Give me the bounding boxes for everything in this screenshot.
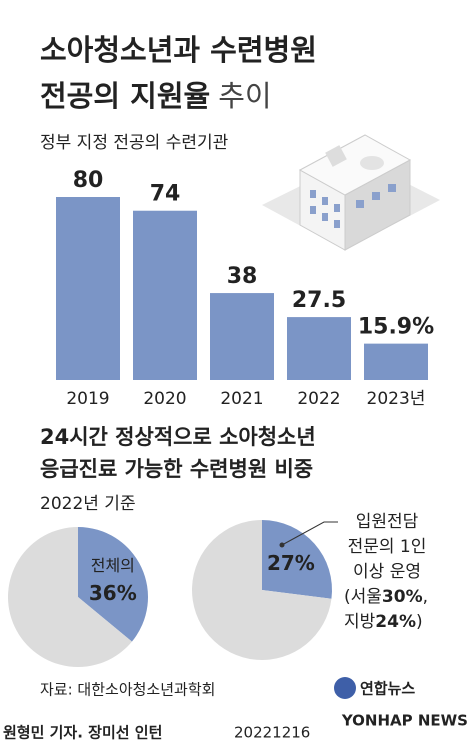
section-title: 24시간 정상적으로 소아청소년	[40, 425, 316, 449]
note-text: (서울	[344, 587, 382, 607]
section-subtitle: 2022년 기준	[40, 494, 136, 514]
title-suffix: 추이	[218, 79, 271, 113]
source: 자료: 대한소아청소년과학회	[40, 681, 215, 699]
slice-category: 전체의	[91, 556, 135, 575]
subtitle: 정부 지정 전공의 수련기관	[40, 133, 228, 153]
slice-value-label: 27%	[267, 551, 315, 575]
value-label: 27.5	[292, 288, 346, 313]
value-label: 74	[150, 182, 181, 207]
note: 이상 운영	[353, 562, 421, 582]
x-tick-label: 2022	[297, 389, 340, 409]
note-text: 지방	[344, 612, 376, 632]
note: (서울30%,	[344, 587, 428, 607]
date: 20221216	[234, 724, 310, 742]
pie-slice	[262, 520, 332, 599]
note-text: )	[416, 612, 423, 632]
x-tick-label: 2023년	[367, 389, 426, 409]
title: 전공의 지원율 추이	[40, 79, 272, 113]
value-label: 38	[227, 264, 258, 289]
note-value: 30%	[382, 587, 423, 607]
x-tick-label: 2019	[66, 389, 109, 409]
slice-value-label: 36%	[89, 581, 137, 605]
note: 전문의 1인	[348, 537, 427, 557]
watermark: YONHAP NEWS	[341, 712, 468, 730]
x-tick-label: 2021	[220, 389, 263, 409]
note-value: 24%	[375, 612, 416, 632]
note: 지방24%)	[344, 612, 423, 632]
callout-line	[281, 521, 338, 546]
pie-slice	[192, 520, 332, 660]
pie-slice	[7, 527, 132, 667]
bar	[133, 210, 197, 380]
logo-text: 연합뉴스	[360, 680, 415, 698]
hospital-icon	[262, 134, 440, 251]
callout-dot	[279, 542, 285, 548]
note-text: ,	[423, 587, 428, 607]
bar	[56, 197, 120, 380]
title: 소아청소년과 수련병원	[40, 33, 317, 67]
bar	[364, 343, 428, 380]
section-title: 응급진료 가능한 수련병원 비중	[40, 457, 313, 481]
title: 전공의 지원율	[40, 79, 210, 113]
bar	[210, 293, 274, 380]
value-label: 80	[73, 168, 104, 193]
logo: 연합뉴스	[334, 677, 415, 699]
note: 입원전담	[356, 512, 419, 532]
x-tick-label: 2020	[143, 389, 186, 409]
bar	[287, 317, 351, 380]
pie-slice	[78, 527, 148, 642]
credit: 원형민 기자. 장미선 인턴	[3, 724, 162, 742]
value-label: 15.9%	[358, 315, 434, 340]
